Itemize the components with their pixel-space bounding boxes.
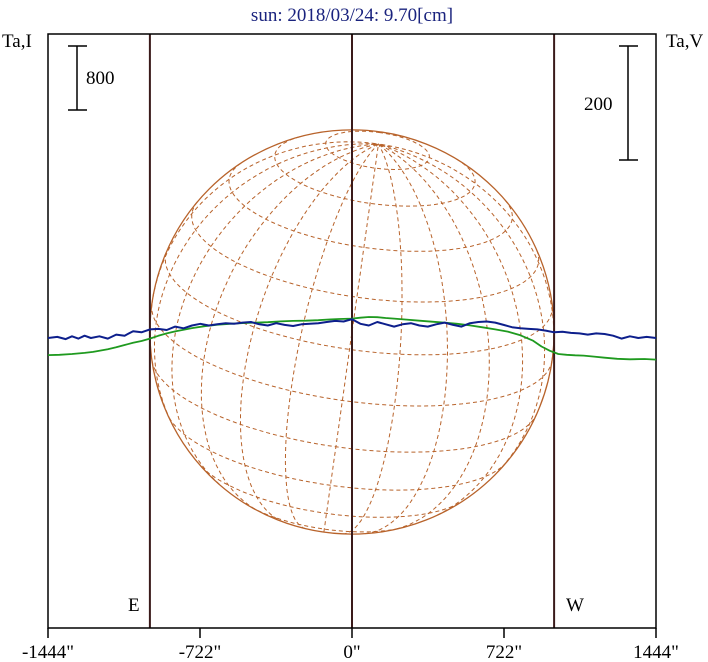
x-tick-label: -1444" — [22, 642, 74, 662]
disk-grid-meridian — [200, 143, 379, 510]
disk-grid-parallel — [200, 466, 461, 518]
disk-grid-parallel — [228, 162, 513, 252]
scale-bar-intensity: 800 — [68, 45, 115, 111]
limb-lines — [148, 34, 556, 628]
scale-bar-polarization: 200 — [584, 45, 638, 161]
disk-grid-meridian — [378, 143, 546, 473]
disk-grid-parallel — [274, 136, 476, 207]
x-tick-label: 722" — [486, 642, 522, 662]
disk-grid-parallel — [164, 252, 553, 356]
y-axis-label-right: Ta,V — [666, 31, 703, 52]
x-tick-label: -722" — [179, 642, 222, 662]
x-tick-label: 1444" — [633, 642, 679, 662]
disk-grid-meridian — [323, 143, 379, 533]
disk-grid-meridian — [151, 141, 379, 304]
disk-grid-meridian — [378, 143, 524, 516]
y-axis-label-left: Ta,I — [2, 31, 32, 52]
disk-grid-parallel — [168, 417, 505, 491]
limb-label-east: E — [128, 595, 140, 616]
disk-grid-meridian — [284, 143, 379, 530]
x-tick-label: 0" — [343, 642, 360, 662]
disk-grid-meridian — [240, 143, 379, 523]
disk-grid-parallel — [251, 506, 401, 533]
disk-grid-meridian — [365, 143, 449, 535]
series-line-V — [47, 318, 657, 341]
limb-label-west: W — [566, 595, 584, 616]
disk-grid-meridian — [171, 143, 379, 485]
chart-title: sun: 2018/03/24: 9.70[cm] — [251, 5, 453, 26]
solar-disk — [149, 129, 555, 535]
disk-grid-meridian — [378, 143, 555, 361]
scale-bar-polarization-label: 200 — [584, 94, 613, 115]
series-group — [47, 316, 657, 361]
disk-grid-parallel — [151, 303, 553, 407]
x-axis: -1444" -722" 0" 722" 1444" — [22, 628, 679, 662]
disk-grid-meridian — [154, 143, 379, 427]
disk-grid-meridian — [378, 143, 490, 530]
scale-bar-intensity-label: 800 — [86, 68, 115, 89]
disk-grid-parallel — [151, 360, 537, 453]
disk-grid-parallel — [191, 201, 540, 303]
